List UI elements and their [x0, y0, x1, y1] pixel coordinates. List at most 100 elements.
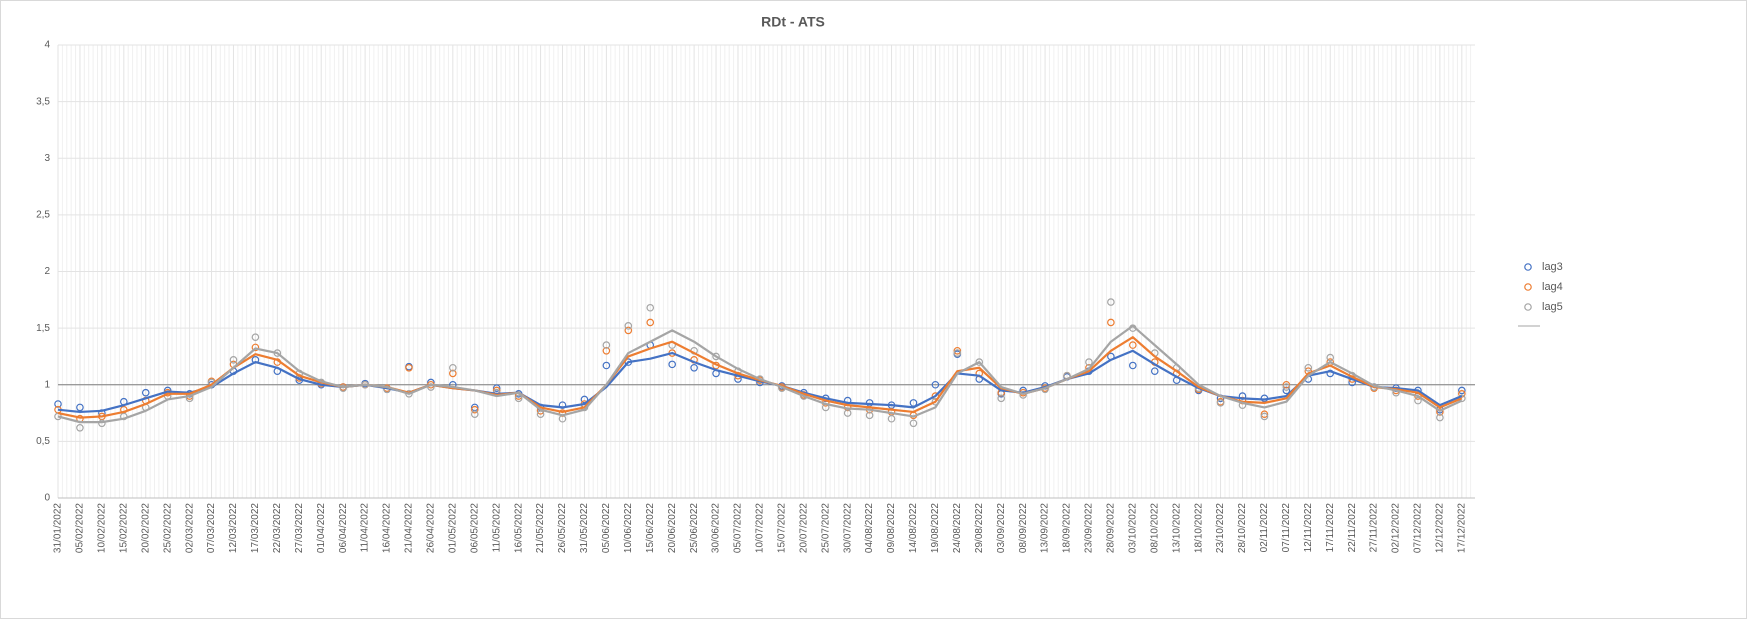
data-point [712, 352, 720, 361]
data-point [1260, 412, 1269, 421]
x-tick-label: 16/04/2022 [382, 503, 393, 553]
x-tick-label: 06/05/2022 [469, 503, 480, 553]
data-point [1129, 341, 1137, 349]
data-point [1085, 358, 1093, 366]
x-tick-label: 13/10/2022 [1171, 503, 1182, 553]
data-point [1107, 318, 1115, 327]
x-tick-label: 15/07/2022 [776, 503, 787, 553]
data-point [141, 388, 150, 397]
x-tick-label: 30/07/2022 [842, 503, 853, 553]
data-point [536, 410, 545, 418]
x-tick-label: 25/07/2022 [820, 503, 831, 553]
x-tick-label: 23/10/2022 [1215, 503, 1226, 553]
y-tick-label: 2 [44, 266, 50, 277]
x-tick-label: 12/03/2022 [228, 503, 239, 553]
x-tick-label: 25/06/2022 [689, 503, 700, 553]
legend-label: lag5 [1542, 301, 1563, 313]
data-point [76, 423, 84, 432]
data-point [931, 380, 940, 389]
x-tick-label: 25/02/2022 [162, 503, 173, 553]
x-tick-label: 27/03/2022 [294, 503, 305, 553]
x-tick-label: 23/09/2022 [1084, 503, 1095, 553]
data-point [251, 333, 260, 341]
x-tick-label: 26/05/2022 [557, 503, 568, 553]
x-tick-label: 22/11/2022 [1347, 503, 1358, 553]
data-point [98, 419, 106, 428]
x-tick-label: 24/08/2022 [952, 503, 963, 553]
x-tick-label: 26/04/2022 [426, 503, 437, 553]
data-point [646, 318, 655, 327]
x-tick-label: 28/10/2022 [1237, 503, 1248, 553]
trend-line [57, 324, 1463, 424]
data-point [843, 409, 852, 417]
data-point [953, 349, 962, 357]
y-tick-label: 2,5 [36, 210, 50, 221]
data-point [1326, 353, 1335, 362]
data-point [1107, 298, 1115, 306]
y-tick-label: 1 [44, 379, 50, 390]
x-tick-label: 05/02/2022 [75, 503, 86, 553]
x-tick-label: 20/02/2022 [140, 503, 151, 553]
x-tick-label: 02/03/2022 [184, 503, 195, 553]
y-tick-label: 4 [44, 40, 50, 51]
data-point [1436, 413, 1444, 422]
x-tick-label: 01/04/2022 [316, 503, 327, 553]
legend-marker [1524, 263, 1532, 271]
x-tick-label: 08/09/2022 [1018, 503, 1029, 553]
x-tick-label: 07/03/2022 [206, 503, 217, 553]
x-tick-label: 18/10/2022 [1193, 503, 1204, 553]
legend-marker [1524, 283, 1532, 291]
x-tick-label: 29/08/2022 [974, 503, 985, 553]
data-point [1282, 380, 1291, 389]
x-tick-label: 10/06/2022 [623, 503, 634, 553]
x-tick-label: 13/09/2022 [1040, 503, 1051, 553]
x-tick-label: 03/10/2022 [1127, 503, 1138, 553]
legend-label: lag4 [1542, 281, 1563, 293]
y-tick-label: 0,5 [36, 436, 50, 447]
x-tick-label: 28/09/2022 [1106, 503, 1117, 553]
x-tick-label: 12/11/2022 [1303, 503, 1314, 553]
x-tick-label: 17/11/2022 [1325, 503, 1336, 553]
data-point [887, 414, 896, 423]
x-tick-label: 03/09/2022 [996, 503, 1007, 553]
data-point [1458, 386, 1466, 395]
x-tick-label: 10/07/2022 [755, 503, 766, 553]
x-tick-label: 27/11/2022 [1369, 503, 1380, 553]
y-tick-label: 3,5 [36, 96, 50, 107]
data-point [229, 356, 238, 364]
x-tick-label: 09/08/2022 [886, 503, 897, 553]
data-point [1260, 410, 1269, 418]
x-tick-label: 17/03/2022 [250, 503, 261, 553]
y-tick-label: 1,5 [36, 323, 50, 334]
x-tick-label: 30/06/2022 [711, 503, 722, 553]
x-tick-label: 12/12/2022 [1435, 503, 1446, 553]
data-point [470, 410, 479, 418]
data-point [449, 363, 457, 372]
data-point [76, 403, 84, 412]
x-tick-label: 16/05/2022 [513, 503, 524, 553]
y-tick-label: 3 [44, 153, 50, 164]
data-point [909, 419, 918, 428]
data-point [602, 361, 611, 370]
x-tick-label: 10/02/2022 [97, 503, 108, 553]
data-point [624, 322, 633, 330]
x-tick-label: 08/10/2022 [1149, 503, 1160, 553]
data-point [1304, 363, 1313, 372]
data-point [405, 363, 413, 372]
data-point [1436, 408, 1444, 416]
data-point [492, 384, 501, 392]
data-point [668, 360, 676, 369]
x-tick-label: 02/12/2022 [1391, 503, 1402, 553]
data-point [953, 346, 962, 355]
data-point [339, 384, 347, 392]
x-tick-label: 22/03/2022 [272, 503, 283, 553]
legend-label: lag3 [1542, 261, 1563, 273]
data-point [470, 405, 479, 414]
x-tick-label: 11/04/2022 [360, 503, 371, 553]
data-point [975, 358, 984, 366]
data-point [1282, 383, 1291, 391]
data-point [1282, 386, 1291, 395]
data-point [449, 369, 457, 378]
x-tick-label: 20/06/2022 [667, 503, 678, 553]
